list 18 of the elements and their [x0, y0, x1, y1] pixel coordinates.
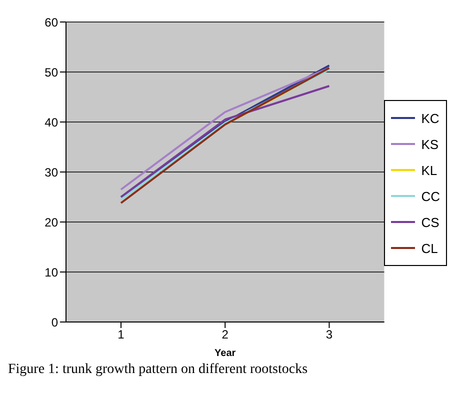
y-tick-label: 0 — [51, 315, 58, 330]
y-tick-label: 30 — [44, 165, 58, 180]
legend-label: KS — [421, 136, 439, 152]
legend-label: CS — [421, 214, 440, 230]
legend-label: CC — [421, 188, 440, 204]
legend-label: KC — [421, 110, 440, 126]
caption: Figure 1: trunk growth pattern on different rootstocks — [8, 362, 309, 378]
y-tick-label: 20 — [44, 215, 58, 230]
x-tick-label: 3 — [326, 328, 333, 342]
x-tick-label: 1 — [118, 328, 125, 342]
y-tick-label: 10 — [44, 265, 58, 280]
legend-label: KL — [421, 162, 438, 178]
y-tick-label: 60 — [44, 15, 58, 30]
legend-label: CL — [421, 240, 438, 256]
y-tick-label: 50 — [44, 65, 58, 80]
y-tick-label: 40 — [44, 115, 58, 130]
x-axis-title: Year — [214, 348, 236, 359]
x-tick-label: 2 — [222, 328, 229, 342]
